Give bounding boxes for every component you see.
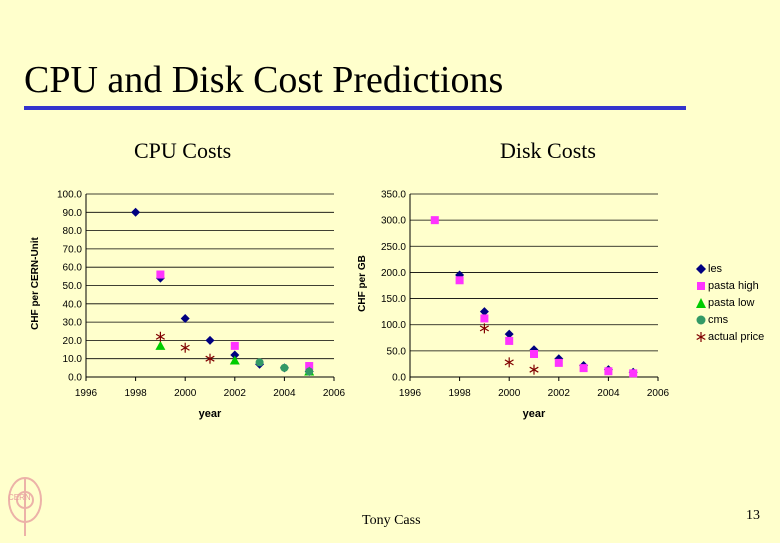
pasta-low-point <box>155 340 166 350</box>
asterisk-stroke <box>180 344 190 351</box>
cms-point <box>255 358 264 367</box>
legend-item-les: les <box>696 260 764 277</box>
footer-author: Tony Cass <box>362 513 421 528</box>
actual-price-point <box>155 331 166 342</box>
pasta-high-point <box>430 216 439 225</box>
y-tick-label: 200.0 <box>381 268 406 279</box>
y-tick-label: 80.0 <box>63 226 83 237</box>
pasta-high-point <box>455 276 464 285</box>
cpu-chart: 0.0 10.0 20.0 30.0 40.0 50.0 60.0 70.0 80.0 90.0 1… <box>30 190 346 421</box>
legend-label: pasta low <box>708 296 755 309</box>
title-rule <box>24 106 686 110</box>
circle-icon <box>696 315 706 325</box>
actual-price-point <box>205 353 215 364</box>
actual-price-point <box>504 357 514 368</box>
y-tick-label: 90.0 <box>63 208 83 219</box>
pasta-high-point <box>230 341 239 350</box>
y-tick-label: 100.0 <box>381 320 406 331</box>
les-point <box>504 329 514 339</box>
actual-price-point <box>529 364 539 375</box>
y-tick-label: 350.0 <box>381 190 406 201</box>
y-tick-label: 60.0 <box>63 263 83 274</box>
y-tick-label: 300.0 <box>381 216 406 227</box>
y-tick-label: 0.0 <box>392 373 406 384</box>
pasta-high-point <box>554 358 563 367</box>
y-tick-label: 0.0 <box>68 373 82 384</box>
legend-label: pasta high <box>708 279 759 292</box>
legend-label: les <box>708 262 723 275</box>
asterisk-stroke <box>479 325 490 332</box>
y-axis-label: CHF per GB <box>357 255 368 312</box>
x-tick-label: 1998 <box>124 388 147 399</box>
cms-point <box>305 367 314 376</box>
x-tick-label: 2002 <box>548 388 571 399</box>
legend-label: actual price <box>708 330 765 343</box>
y-tick-label: 20.0 <box>63 336 83 347</box>
actual-price-point <box>180 342 190 353</box>
logo-text: CERN <box>8 493 31 502</box>
actual-price-point <box>479 323 490 334</box>
y-tick-label: 150.0 <box>381 294 406 305</box>
asterisk-stroke <box>504 359 514 366</box>
disk-chart: 0.0 50.0 100.0 150.0 200.0 250.0 300.0 350.0 199… <box>357 190 670 421</box>
x-tick-label: 2006 <box>323 388 346 399</box>
asterisk-stroke <box>529 366 539 373</box>
legend-item-pasta-low: pasta low <box>696 294 764 311</box>
x-tick-label: 2000 <box>498 388 521 399</box>
y-tick-label: 30.0 <box>63 318 83 329</box>
legend: les pasta high pasta low cms actual pric… <box>696 260 764 345</box>
diamond-icon <box>696 263 706 274</box>
y-tick-label: 100.0 <box>57 190 82 201</box>
triangle-icon <box>696 297 706 308</box>
x-axis-label: year <box>199 408 222 420</box>
x-tick-label: 2004 <box>597 388 620 399</box>
y-tick-label: 40.0 <box>63 299 83 310</box>
les-point <box>230 350 240 360</box>
square-icon <box>696 281 706 291</box>
y-tick-label: 50.0 <box>387 346 407 357</box>
cern-logo: CERN <box>2 470 48 538</box>
pasta-high-point <box>579 364 588 373</box>
asterisk-icon <box>696 331 706 342</box>
pasta-high-point <box>156 270 165 279</box>
asterisk-stroke <box>155 333 166 340</box>
x-tick-label: 1996 <box>399 388 422 399</box>
pasta-high-point <box>604 367 613 376</box>
cms-point <box>280 363 289 372</box>
y-tick-label: 50.0 <box>63 281 83 292</box>
y-tick-label: 10.0 <box>63 354 83 365</box>
x-tick-label: 2002 <box>224 388 247 399</box>
y-tick-label: 250.0 <box>381 242 406 253</box>
legend-item-cms: cms <box>696 311 764 328</box>
y-axis-label: CHF per CERN-Unit <box>30 236 41 329</box>
x-axis-label: year <box>523 408 546 420</box>
pasta-high-point <box>530 349 538 358</box>
pasta-high-point <box>505 336 514 345</box>
x-tick-label: 2000 <box>174 388 197 399</box>
pasta-high-point <box>629 369 638 378</box>
asterisk-stroke <box>205 355 215 362</box>
les-point <box>479 307 489 317</box>
legend-label: cms <box>708 313 729 326</box>
page-number: 13 <box>746 508 760 523</box>
cpu-chart-title: CPU Costs <box>134 138 232 163</box>
disk-chart-title: Disk Costs <box>500 138 596 163</box>
x-tick-label: 1996 <box>75 388 98 399</box>
pasta-low-point <box>229 355 240 365</box>
slide-title: CPU and Disk Cost Predictions <box>24 59 504 101</box>
pasta-high-point <box>480 314 489 323</box>
legend-item-pasta-high: pasta high <box>696 277 764 294</box>
legend-item-actual-price: actual price <box>696 328 764 345</box>
pasta-high-point <box>305 362 314 371</box>
x-tick-label: 2004 <box>273 388 296 399</box>
les-point <box>131 207 141 217</box>
les-point <box>205 335 215 345</box>
x-tick-label: 1998 <box>448 388 471 399</box>
x-tick-label: 2006 <box>647 388 670 399</box>
y-tick-label: 70.0 <box>63 244 83 255</box>
les-point <box>180 313 190 323</box>
